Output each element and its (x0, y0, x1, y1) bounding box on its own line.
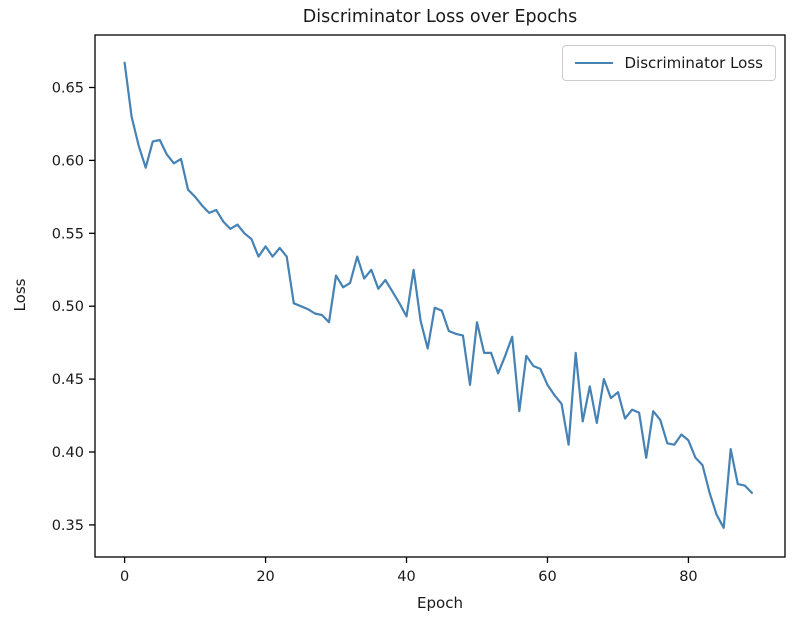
x-tick-label: 0 (120, 569, 129, 585)
y-tick-label: 0.65 (52, 80, 84, 96)
plot-border (94, 34, 786, 558)
y-tick-label: 0.55 (52, 226, 84, 242)
legend-label: Discriminator Loss (624, 54, 764, 72)
y-tick-label: 0.50 (52, 299, 84, 315)
y-tick-label: 0.35 (52, 518, 84, 534)
y-tick-label: 0.40 (52, 445, 84, 461)
y-tick-label: 0.45 (52, 372, 84, 388)
legend: Discriminator Loss (561, 45, 776, 81)
x-axis-label: Epoch (417, 594, 463, 612)
y-axis-ticks: 0.35 0.40 0.45 0.50 0.55 0.60 0.65 (52, 80, 95, 534)
x-tick-label: 40 (397, 569, 415, 585)
x-tick-label: 20 (256, 569, 274, 585)
y-axis-label: Loss (11, 278, 29, 312)
x-tick-label: 80 (679, 569, 697, 585)
x-tick-label: 60 (538, 569, 556, 585)
y-tick-label: 0.60 (52, 153, 84, 169)
loss-line (123, 61, 753, 529)
x-axis-ticks: 0 20 40 60 80 (120, 557, 698, 585)
chart-title: Discriminator Loss over Epochs (302, 7, 578, 27)
legend-line-swatch (574, 62, 613, 64)
